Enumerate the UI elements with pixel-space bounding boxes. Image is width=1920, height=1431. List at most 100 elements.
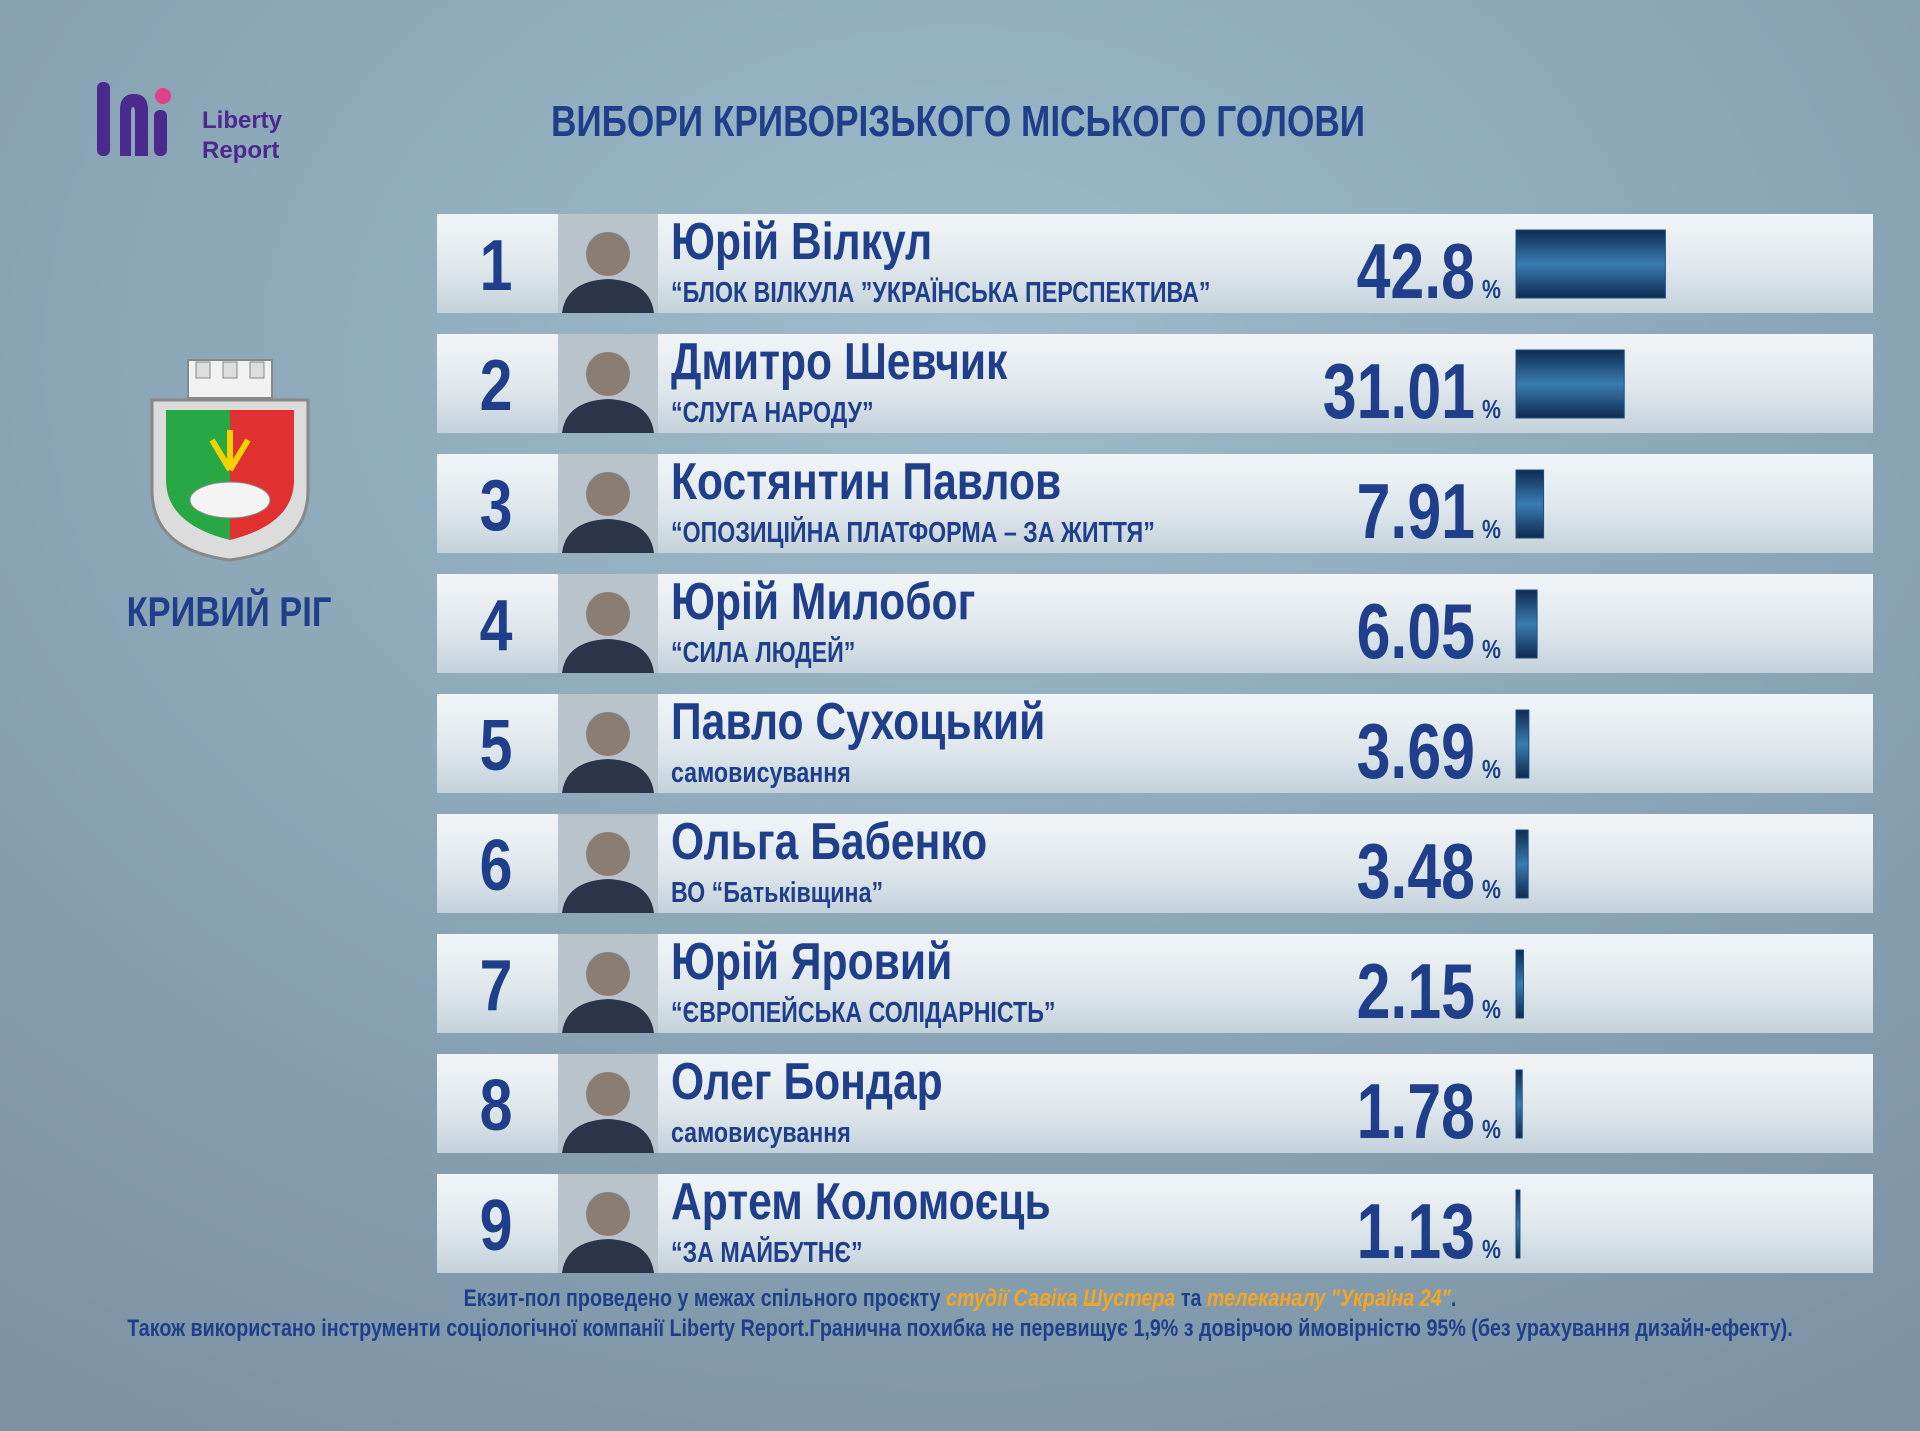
bar [1515, 829, 1529, 899]
bar [1515, 469, 1545, 539]
row-background [437, 454, 1873, 553]
rank: 3 [480, 464, 513, 545]
candidate-name: Ольга Бабенко [671, 813, 987, 871]
party: “БЛОК ВІЛКУЛА ”УКРАЇНСЬКА ПЕРСПЕКТИВА” [671, 275, 1210, 308]
row-background [437, 1174, 1873, 1273]
value-label: 7.91 [1357, 468, 1475, 555]
rank: 8 [480, 1064, 513, 1145]
footer-segment: телеканалу "Україна 24" [1207, 1284, 1452, 1311]
party: “ЗА МАЙБУТНЄ” [671, 1235, 863, 1268]
photo-head [586, 712, 630, 756]
unit-label: % [1482, 1115, 1501, 1145]
party: самовисування [671, 1115, 851, 1148]
party: ВО “Батьківщина” [671, 875, 883, 908]
row-background [437, 334, 1873, 433]
value-label: 1.78 [1357, 1068, 1475, 1155]
unit-label: % [1482, 995, 1501, 1025]
value-label: 3.48 [1357, 828, 1475, 915]
logo-text: Report [202, 137, 279, 164]
row: 7 Юрій Яровий “ЄВРОПЕЙСЬКА СОЛІДАРНІСТЬ” 2.… [437, 933, 1873, 1035]
rows: 1 Юрій Вілкул “БЛОК ВІЛКУЛА ”УКРАЇНСЬКА ПЕ… [437, 213, 1873, 1275]
value-label: 31.01 [1323, 348, 1475, 435]
city-name: КРИВИЙ РІГ [127, 587, 332, 636]
value-label: 3.69 [1357, 708, 1475, 795]
photo-body [562, 639, 654, 673]
candidate-name: Юрій Вілкул [671, 213, 932, 271]
candidate-name: Дмитро Шевчик [671, 333, 1008, 391]
rank: 5 [480, 704, 513, 785]
candidate-name: Юрій Милобог [671, 573, 975, 631]
row-background [437, 814, 1873, 913]
logo-text: Liberty [202, 107, 283, 134]
party: “СИЛА ЛЮДЕЙ” [671, 635, 855, 668]
value-label: 2.15 [1357, 948, 1475, 1035]
value-label: 1.13 [1357, 1188, 1475, 1275]
photo-head [586, 1192, 630, 1236]
bar [1515, 1189, 1521, 1259]
value-label: 42.8 [1357, 228, 1475, 315]
photo-head [586, 1072, 630, 1116]
party: “ОПОЗИЦІЙНА ПЛАТФОРМА – ЗА ЖИТТЯ” [671, 515, 1155, 548]
unit-label: % [1482, 1235, 1501, 1265]
footer-line: Також використано інструменти соціологіч… [127, 1314, 1792, 1341]
bar [1515, 229, 1666, 299]
photo-body [562, 999, 654, 1033]
photo-body [562, 1239, 654, 1273]
row: 3 Костянтин Павлов “ОПОЗИЦІЙНА ПЛАТФОРМА –… [437, 453, 1873, 555]
unit-label: % [1482, 395, 1501, 425]
row-background [437, 574, 1873, 673]
footer-segment: та [1175, 1284, 1207, 1311]
value-label: 6.05 [1357, 588, 1475, 675]
candidate-name: Олег Бондар [671, 1053, 943, 1111]
party: самовисування [671, 755, 851, 788]
photo-body [562, 279, 654, 313]
unit-label: % [1482, 635, 1501, 665]
row-background [437, 694, 1873, 793]
photo-head [586, 832, 630, 876]
footer-segment: студії Савіка Шустера [946, 1284, 1175, 1311]
photo-head [586, 232, 630, 276]
unit-label: % [1482, 515, 1501, 545]
row-background [437, 1054, 1873, 1153]
row: 5 Павло Сухоцький самовисування 3.69% [437, 693, 1873, 795]
coat-of-arms [150, 359, 310, 562]
party: “ЄВРОПЕЙСЬКА СОЛІДАРНІСТЬ” [671, 995, 1055, 1028]
row: 6 Ольга Бабенко ВО “Батьківщина” 3.48% [437, 813, 1873, 915]
row-background [437, 934, 1873, 1033]
photo-head [586, 952, 630, 996]
rank: 6 [480, 824, 513, 905]
candidate-name: Юрій Яровий [671, 933, 952, 991]
rank: 2 [480, 344, 513, 425]
bar [1515, 709, 1530, 779]
candidate-name: Костянтин Павлов [671, 453, 1061, 511]
rank: 1 [480, 224, 513, 305]
bar [1515, 1069, 1523, 1139]
photo-head [586, 352, 630, 396]
row: 4 Юрій Милобог “СИЛА ЛЮДЕЙ” 6.05% [437, 573, 1873, 675]
bar [1515, 949, 1525, 1019]
bar [1515, 349, 1625, 419]
title: ВИБОРИ КРИВОРІЗЬКОГО МІСЬКОГО ГОЛОВИ [551, 97, 1365, 146]
row: 9 Артем Коломоєць “ЗА МАЙБУТНЄ” 1.13% [437, 1173, 1873, 1275]
footer-line: Екзит-пол проведено у межах спільного пр… [464, 1284, 1457, 1311]
footer-segment: . [1451, 1284, 1456, 1311]
candidate-name: Артем Коломоєць [671, 1173, 1051, 1231]
party: “СЛУГА НАРОДУ” [671, 395, 874, 428]
rank: 9 [480, 1184, 513, 1265]
footer-segment: Екзит-пол проведено у межах спільного пр… [464, 1284, 946, 1311]
logo: Liberty Report [97, 82, 283, 164]
row: 2 Дмитро Шевчик “СЛУГА НАРОДУ” 31.01% [437, 333, 1873, 435]
photo-body [562, 1119, 654, 1153]
photo-head [586, 472, 630, 516]
rank: 7 [480, 944, 513, 1025]
photo-body [562, 519, 654, 553]
rank: 4 [480, 584, 513, 665]
photo-body [562, 879, 654, 913]
photo-head [586, 592, 630, 636]
unit-label: % [1482, 275, 1501, 305]
bar [1515, 589, 1538, 659]
unit-label: % [1482, 875, 1501, 905]
photo-body [562, 759, 654, 793]
